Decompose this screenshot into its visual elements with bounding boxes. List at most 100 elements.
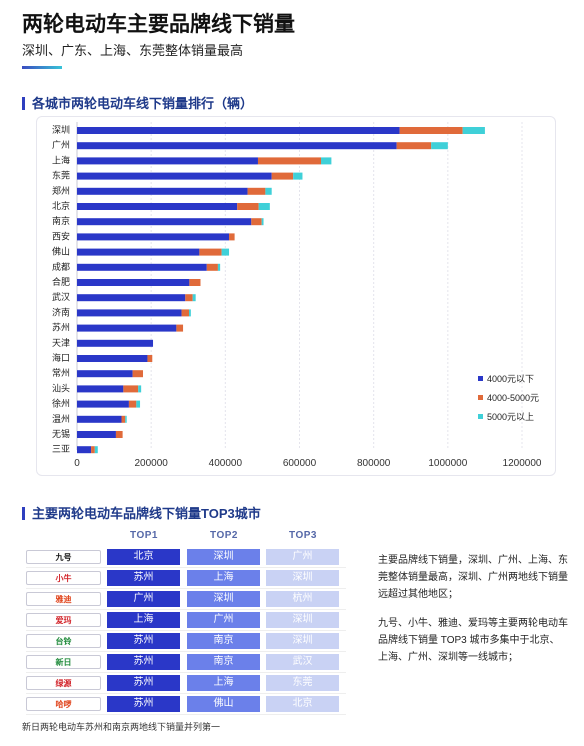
brand-logo: 爱玛 bbox=[26, 613, 101, 627]
city-cell-top1: 苏州 bbox=[107, 675, 180, 691]
bar-segment bbox=[91, 446, 95, 454]
section-title: 主要两轮电动车品牌线下销量TOP3城市 bbox=[32, 506, 261, 521]
sales-ranking-chart: 0 200000 400000 600000 800000 1000000 1200000 深… bbox=[52, 122, 542, 469]
row-divider bbox=[26, 609, 346, 610]
bar-segment bbox=[128, 400, 137, 408]
category-label: 常州 bbox=[52, 367, 70, 378]
category-label: 东莞 bbox=[52, 170, 70, 181]
category-label: 海口 bbox=[52, 352, 70, 363]
category-label: 苏州 bbox=[52, 322, 70, 333]
page-title: 两轮电动车主要品牌线下销量 bbox=[22, 13, 295, 36]
x-tick-label: 1000000 bbox=[428, 458, 467, 469]
bar-segment bbox=[123, 385, 139, 393]
bar-segment bbox=[192, 294, 196, 302]
bar-segment bbox=[176, 324, 184, 332]
category-label: 温州 bbox=[52, 414, 70, 424]
bar-segment bbox=[94, 446, 98, 454]
city-cell-top1: 广州 bbox=[107, 591, 180, 607]
brand-logo: 小牛 bbox=[26, 571, 101, 585]
bar-segment bbox=[77, 203, 238, 210]
city-cell-top1: 上海 bbox=[107, 612, 180, 628]
bar-segment bbox=[77, 248, 200, 256]
row-divider bbox=[26, 714, 346, 715]
city-cell-top3: 东莞 bbox=[266, 675, 339, 691]
category-label: 天津 bbox=[52, 338, 70, 348]
x-tick-label: 600000 bbox=[283, 458, 317, 469]
bar-segment bbox=[188, 309, 191, 317]
bar-segment bbox=[77, 370, 133, 378]
category-label: 汕头 bbox=[52, 383, 70, 393]
bar-segment bbox=[125, 415, 127, 423]
bar-segment bbox=[77, 339, 154, 347]
column-header: TOP2 bbox=[210, 530, 238, 541]
city-cell-top3: 北京 bbox=[266, 696, 339, 712]
section-heading-brand-top3: 主要两轮电动车品牌线下销量TOP3城市 bbox=[22, 503, 261, 522]
legend-swatch bbox=[478, 376, 483, 381]
bar-segment bbox=[199, 248, 222, 256]
note-paragraph: 九号、小牛、雅迪、爱玛等主要两轮电动车品牌线下销量 TOP3 城市多集中于北京、… bbox=[378, 618, 568, 663]
city-cell-top2: 广州 bbox=[187, 612, 260, 628]
legend-label: 4000-5000元 bbox=[487, 393, 539, 403]
category-label: 合肥 bbox=[52, 276, 70, 287]
section-heading-city-ranking: 各城市两轮电动车线下销量排行（辆） bbox=[22, 93, 253, 112]
bar-segment bbox=[247, 187, 266, 195]
city-cell-top1: 苏州 bbox=[107, 570, 180, 586]
x-tick-label: 200000 bbox=[134, 458, 168, 469]
row-divider bbox=[26, 630, 346, 631]
bar-segment bbox=[77, 355, 148, 362]
city-cell-top3: 深圳 bbox=[266, 612, 339, 628]
city-cell-top3: 广州 bbox=[266, 549, 339, 565]
row-divider bbox=[26, 672, 346, 673]
brand-logo: 新日 bbox=[26, 655, 101, 669]
bar-segment bbox=[221, 248, 230, 256]
city-cell-top1: 苏州 bbox=[107, 633, 180, 649]
x-tick-label: 800000 bbox=[357, 458, 391, 469]
bar-segment bbox=[271, 172, 294, 180]
row-divider bbox=[26, 588, 346, 589]
bar-segment bbox=[77, 415, 122, 423]
bar-segment bbox=[251, 218, 262, 226]
column-header: TOP1 bbox=[130, 530, 158, 541]
category-label: 西安 bbox=[52, 230, 70, 241]
category-label: 郑州 bbox=[52, 185, 70, 196]
legend-swatch bbox=[478, 395, 483, 400]
city-cell-top3: 深圳 bbox=[266, 570, 339, 586]
column-header: TOP3 bbox=[289, 530, 317, 541]
bar-segment bbox=[77, 324, 177, 332]
bar-segment bbox=[258, 203, 270, 210]
bar-segment bbox=[115, 431, 123, 438]
city-cell-top1: 苏州 bbox=[107, 696, 180, 712]
city-cell-top3: 杭州 bbox=[266, 591, 339, 607]
bar-segment bbox=[237, 203, 259, 210]
bar-segment bbox=[138, 385, 142, 393]
category-label: 成都 bbox=[52, 261, 70, 272]
legend-label: 4000元以下 bbox=[487, 374, 534, 384]
city-cell-top3: 武汉 bbox=[266, 654, 339, 670]
bar-segment bbox=[217, 263, 221, 271]
bar-segment bbox=[185, 294, 193, 302]
legend-swatch bbox=[478, 414, 483, 419]
city-cell-top3: 深圳 bbox=[266, 633, 339, 649]
bar-segment bbox=[396, 142, 432, 150]
bar-segment bbox=[77, 294, 186, 302]
bar-segment bbox=[462, 127, 485, 134]
city-cell-top1: 北京 bbox=[107, 549, 180, 565]
bar-segment bbox=[181, 309, 189, 317]
legend-label: 5000元以上 bbox=[487, 412, 534, 422]
brand-logo: 哈啰 bbox=[26, 697, 101, 711]
row-divider bbox=[26, 693, 346, 694]
category-label: 广州 bbox=[52, 139, 70, 150]
x-tick-label: 400000 bbox=[209, 458, 243, 469]
bar-segment bbox=[147, 355, 153, 362]
category-label: 佛山 bbox=[52, 246, 70, 257]
city-cell-top2: 深圳 bbox=[187, 549, 260, 565]
category-label: 上海 bbox=[52, 154, 70, 165]
brand-logo: 雅迪 bbox=[26, 592, 101, 606]
bar-segment bbox=[77, 385, 124, 393]
city-cell-top2: 深圳 bbox=[187, 591, 260, 607]
section-marker bbox=[22, 507, 25, 520]
bar-segment bbox=[77, 309, 182, 317]
bar-segment bbox=[77, 157, 258, 165]
note-paragraph: 主要品牌线下销量，深圳、广州、上海、东莞整体销量最高，深圳、广州两地线下销量远超… bbox=[378, 555, 568, 600]
city-cell-top2: 上海 bbox=[187, 675, 260, 691]
